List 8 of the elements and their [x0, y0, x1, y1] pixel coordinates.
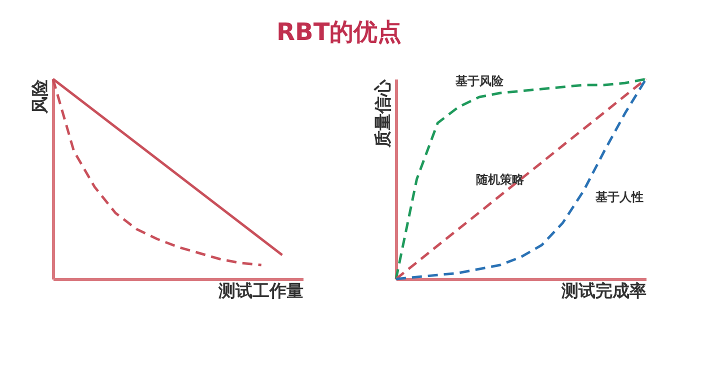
- series-label: 随机策略: [476, 172, 526, 187]
- y-axis-title: 质量信心: [374, 78, 394, 148]
- series-label: 基于人性: [594, 190, 644, 204]
- chart-title: RBT的优点: [276, 18, 402, 46]
- series-label: 基于风险: [454, 74, 504, 88]
- x-axis-title: 测试工作量: [218, 282, 304, 302]
- x-axis-title: 测试完成率: [560, 282, 646, 302]
- y-axis-title: 风险: [30, 78, 50, 114]
